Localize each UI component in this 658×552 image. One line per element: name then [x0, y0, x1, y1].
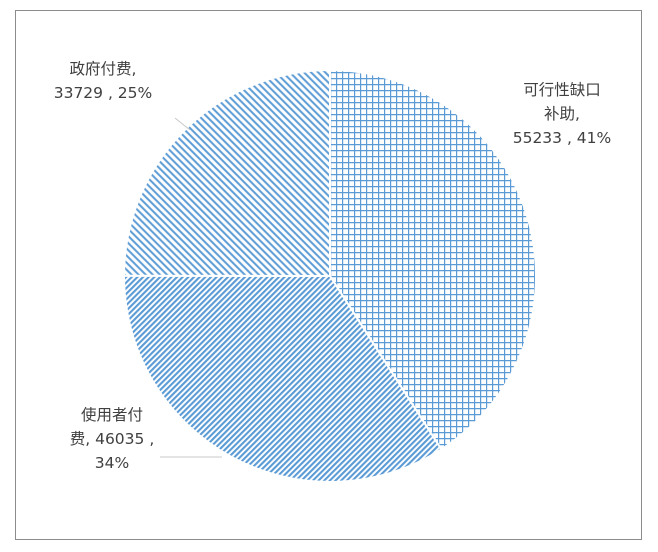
slice-label-line: 补助, [544, 105, 580, 123]
pie-slice-2 [122, 274, 443, 483]
slice-label-line: 可行性缺口 [523, 81, 601, 99]
slice-label-line: 55233 , 41% [513, 129, 612, 147]
slice-label-line: 政府付费, [70, 60, 137, 78]
slice-label-2: 使用者付费, 46035 , 34% [70, 406, 155, 472]
slice-label-3: 政府付费, 33729 , 25% [54, 60, 153, 102]
slice-label-1: 可行性缺口补助, 55233 , 41% [513, 81, 612, 147]
leader-line-3 [174, 117, 191, 131]
slice-label-line: 33729 , 25% [54, 84, 153, 102]
slice-label-line: 使用者付 [81, 406, 143, 424]
slice-label-line: 费, 46035 , [70, 430, 155, 448]
slice-label-line: 34% [95, 454, 129, 472]
pie-slice-3 [122, 68, 331, 278]
